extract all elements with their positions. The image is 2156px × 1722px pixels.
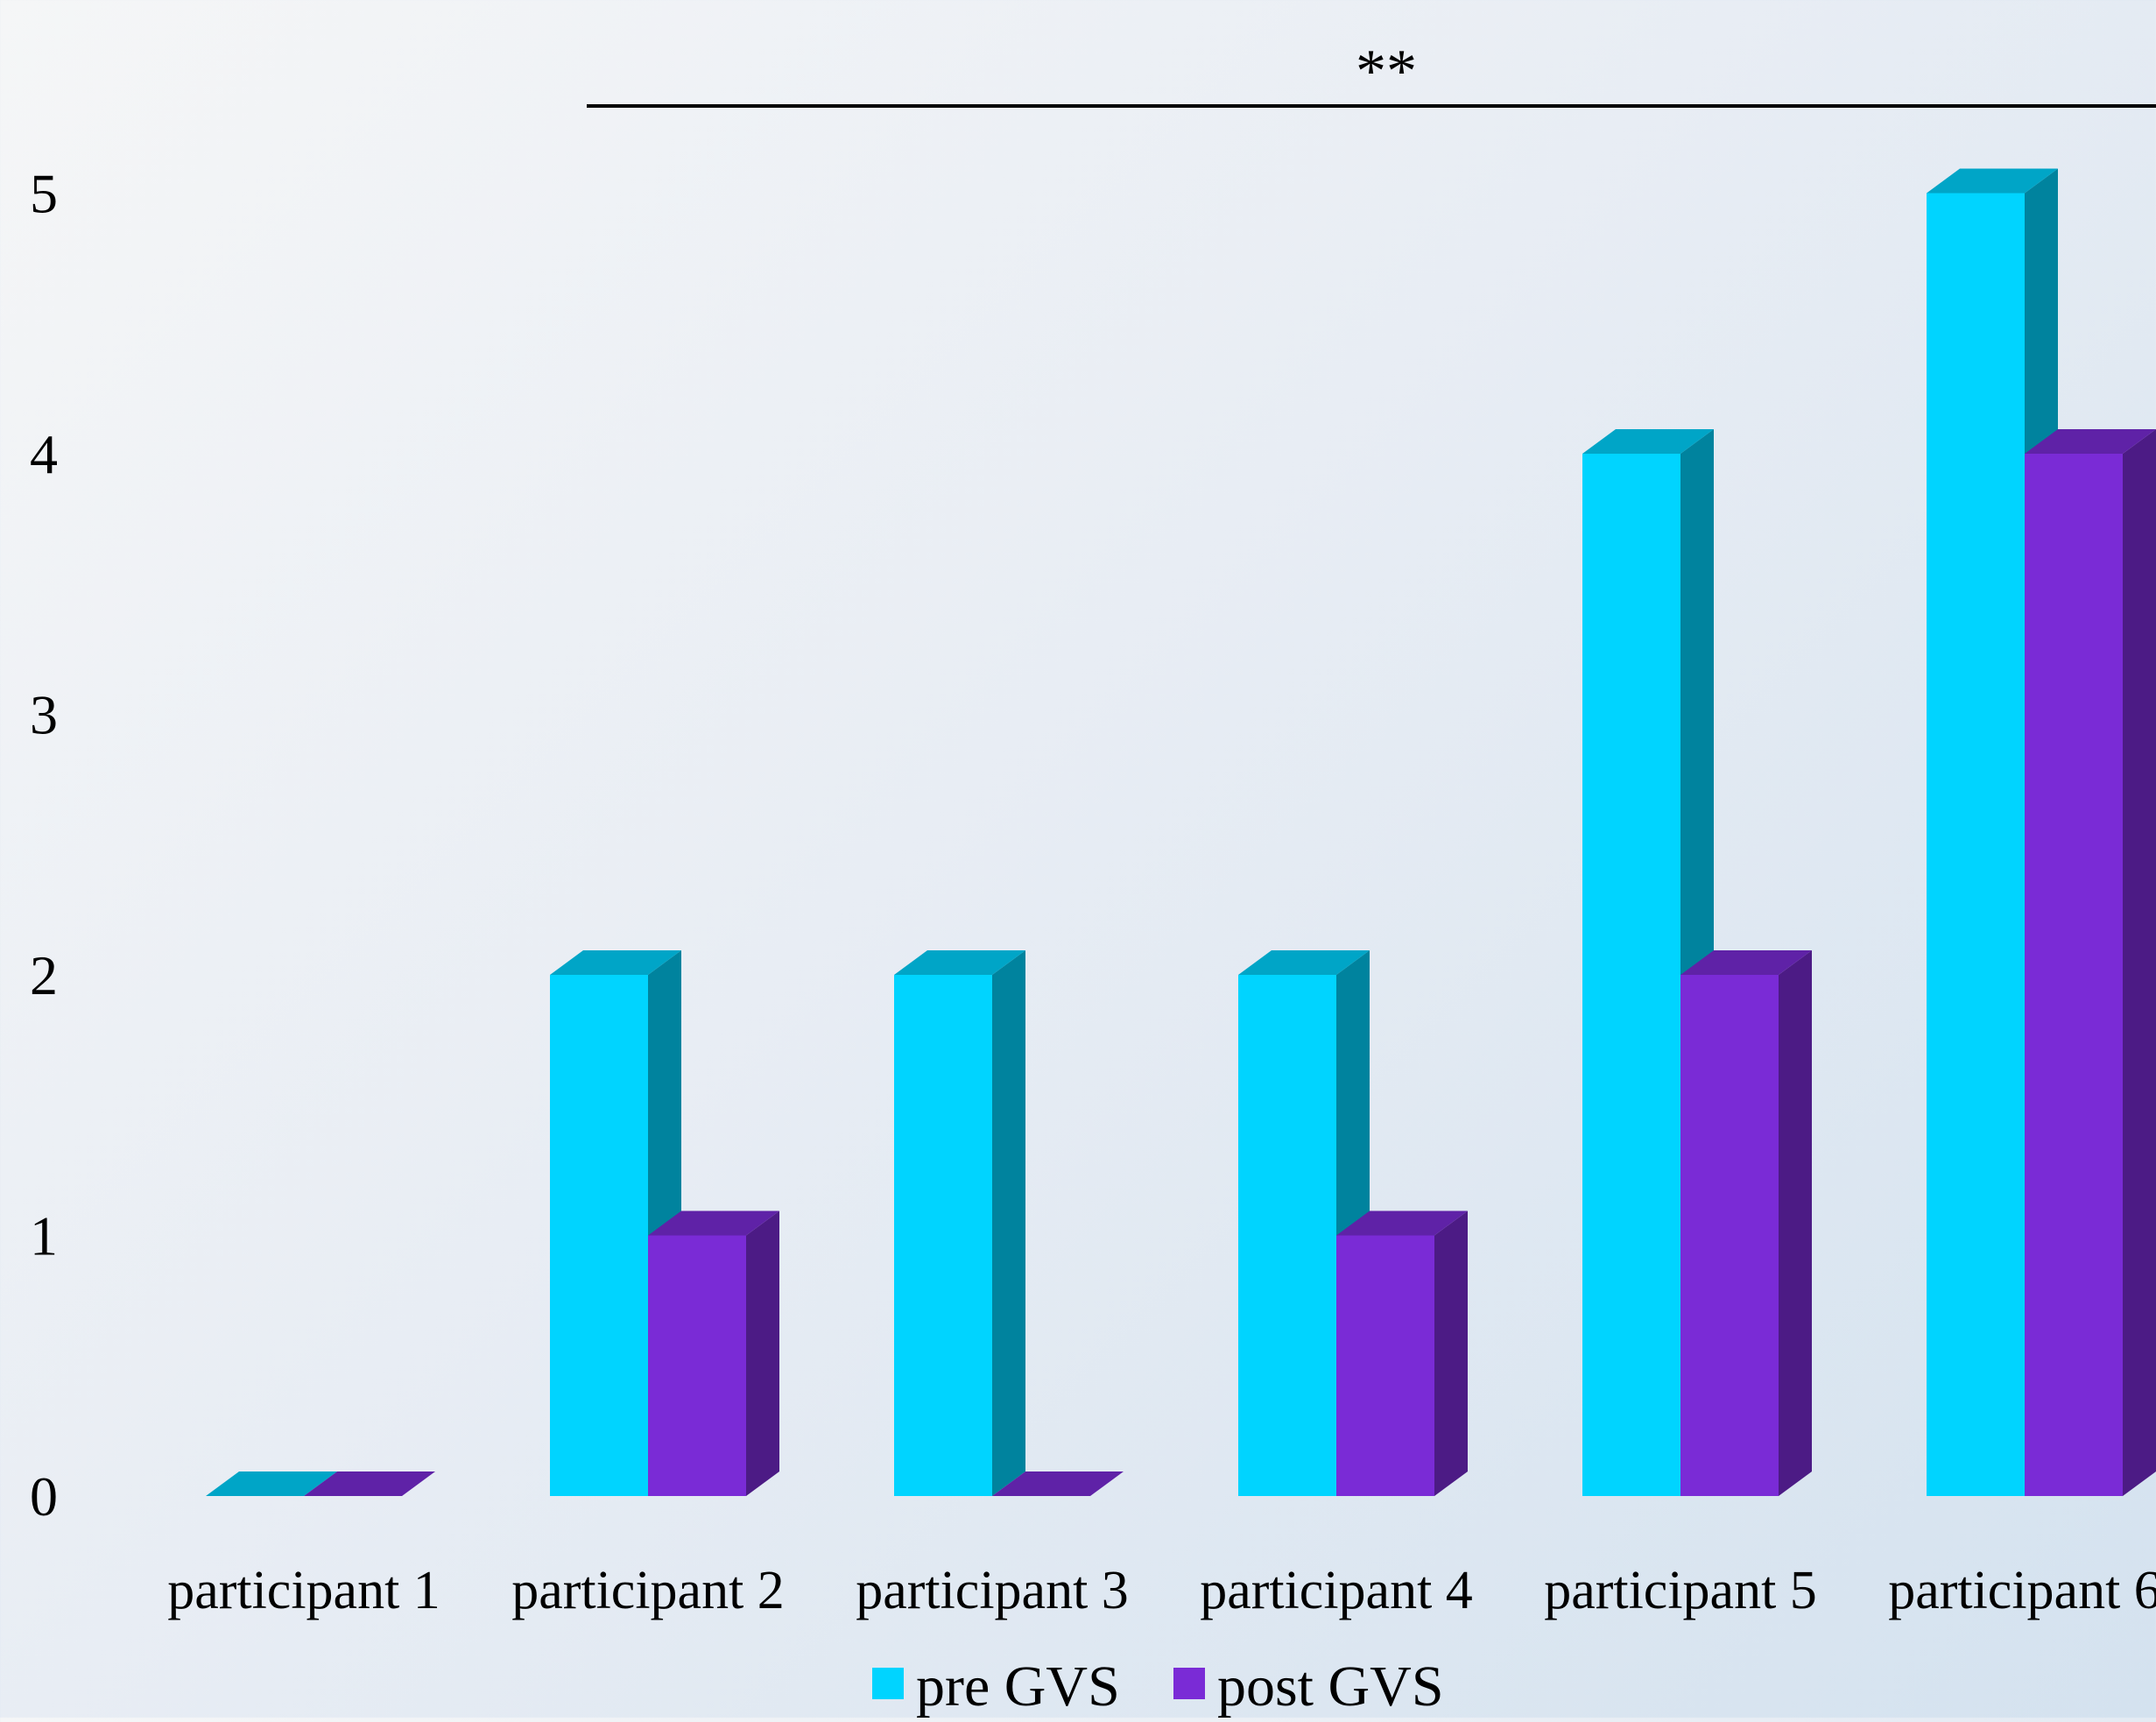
bar-front [1927,193,2025,1496]
y-tick-label: 3 [30,684,58,746]
bar-top [1238,950,1370,975]
y-tick-label: 0 [30,1465,58,1528]
legend-label: pre GVS [916,1655,1120,1718]
bar-side [1434,1210,1468,1496]
bar-top [206,1471,337,1496]
bar-side [1779,950,1812,1496]
x-tick-label: participant 5 [1544,1561,1817,1620]
bar-front [2025,454,2123,1496]
bar-side [992,950,1025,1496]
bar-top [992,1471,1124,1496]
legend-label: post GVS [1217,1655,1444,1718]
x-tick-label: participant 1 [167,1561,440,1620]
bar-top [1582,429,1714,454]
bar-front [1336,1235,1434,1496]
bar-front [1582,454,1680,1496]
x-tick-label: participant 6 [1888,1561,2156,1620]
legend-swatch [1173,1668,1205,1699]
x-tick-label: participant 4 [1200,1561,1473,1620]
bar-front [550,975,648,1496]
significance-label: ** [1356,38,1417,105]
bar-top [1927,168,2058,194]
x-tick-label: participant 3 [856,1561,1129,1620]
bar-top [648,1210,779,1236]
y-tick-label: 2 [30,944,58,1006]
bar-front [894,975,992,1496]
bar-top [2025,429,2156,454]
bar-side [2123,429,2156,1496]
bar-top [894,950,1025,975]
y-tick-label: 1 [30,1205,58,1267]
x-tick-label: participant 2 [511,1561,785,1620]
legend-swatch [872,1668,904,1699]
bar-side [746,1210,779,1496]
bar-front [1680,975,1779,1496]
bar-front [648,1235,746,1496]
bar-top [304,1471,435,1496]
bar-front [1238,975,1336,1496]
y-tick-label: 5 [30,163,58,225]
y-tick-label: 4 [30,423,58,485]
bar-top [550,950,681,975]
bar-top [1680,950,1812,975]
bar-top [1336,1210,1468,1236]
